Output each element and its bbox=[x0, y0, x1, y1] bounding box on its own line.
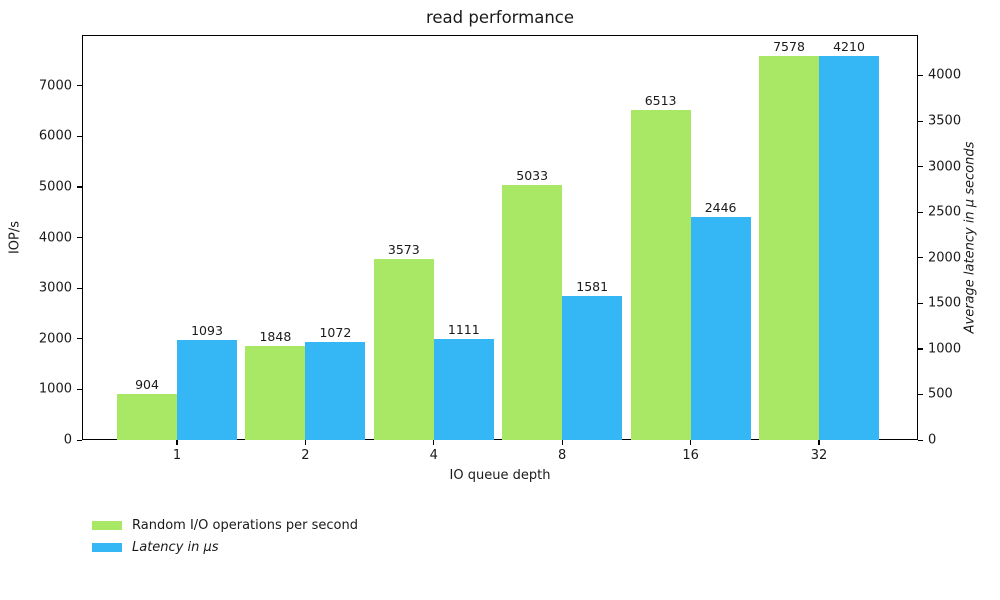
right-tick-label: 500 bbox=[928, 386, 953, 402]
bar-latency bbox=[690, 217, 751, 440]
legend-item-latency: Latency in μs bbox=[92, 536, 358, 558]
right-tick-mark bbox=[918, 74, 923, 77]
x-tick-mark bbox=[561, 440, 563, 445]
right-tick-label: 3500 bbox=[928, 113, 962, 129]
left-tick-mark bbox=[77, 135, 82, 137]
left-tick-label: 0 bbox=[63, 432, 72, 448]
left-tick-mark bbox=[77, 287, 82, 289]
left-y-axis-label: IOP/s bbox=[7, 220, 23, 255]
bar-latency bbox=[819, 56, 879, 440]
x-tick-mark bbox=[433, 440, 435, 445]
left-tick-mark bbox=[77, 186, 82, 188]
x-tick-mark bbox=[690, 440, 692, 445]
x-tick-label: 32 bbox=[810, 448, 828, 463]
left-tick-label: 4000 bbox=[38, 230, 72, 245]
bar-value-label: 1093 bbox=[191, 323, 223, 339]
bar-value-label: 1072 bbox=[319, 325, 352, 341]
bar-value-label: 6513 bbox=[644, 93, 677, 109]
x-tick-label: 2 bbox=[301, 448, 310, 463]
legend-label-latency: Latency in μs bbox=[132, 539, 219, 555]
right-tick-label: 3000 bbox=[928, 159, 962, 175]
bar-iops bbox=[245, 346, 306, 440]
right-tick-mark bbox=[918, 257, 923, 259]
right-tick-label: 4000 bbox=[928, 67, 962, 83]
bar-value-label: 5033 bbox=[516, 168, 549, 184]
left-tick-mark bbox=[77, 237, 82, 239]
right-tick-mark bbox=[918, 211, 923, 213]
bar-latency bbox=[433, 338, 494, 440]
x-axis-label: IO queue depth bbox=[449, 468, 551, 483]
bar-iops bbox=[373, 259, 434, 440]
bar-latency bbox=[562, 295, 623, 440]
bar-iops bbox=[630, 110, 691, 440]
bar-value-label: 1581 bbox=[576, 278, 609, 294]
bar-value-label: 904 bbox=[135, 377, 159, 393]
bar-value-label: 4210 bbox=[833, 39, 865, 55]
x-tick-label: 1 bbox=[172, 448, 182, 463]
legend-label-iops: Random I/O operations per second bbox=[132, 517, 358, 533]
bar-iops bbox=[117, 394, 177, 440]
bar-iops bbox=[502, 185, 563, 440]
right-tick-mark bbox=[918, 348, 923, 350]
left-tick-mark bbox=[77, 85, 82, 87]
bar-value-label: 1848 bbox=[259, 329, 292, 345]
left-tick-mark bbox=[77, 338, 82, 340]
x-tick-mark bbox=[304, 440, 306, 445]
right-tick-mark bbox=[918, 439, 923, 441]
chart-title: read performance bbox=[425, 8, 575, 27]
x-tick-mark bbox=[176, 440, 178, 445]
right-y-axis-label: Average latency in μ seconds bbox=[962, 141, 978, 334]
right-tick-label: 2500 bbox=[928, 204, 962, 220]
right-tick-label: 0 bbox=[928, 432, 937, 448]
legend-item-iops: Random I/O operations per second bbox=[92, 514, 358, 536]
left-tick-label: 7000 bbox=[38, 78, 72, 94]
x-tick-label: 4 bbox=[429, 448, 438, 463]
left-tick-label: 1000 bbox=[38, 381, 72, 397]
right-tick-mark bbox=[918, 302, 923, 304]
right-tick-label: 2000 bbox=[928, 250, 962, 266]
left-tick-label: 5000 bbox=[38, 179, 72, 195]
left-tick-mark bbox=[77, 439, 82, 441]
legend-swatch-blue bbox=[92, 542, 122, 552]
left-tick-label: 6000 bbox=[38, 128, 72, 144]
right-tick-mark bbox=[918, 120, 923, 122]
bar-iops bbox=[759, 56, 819, 440]
left-tick-label: 2000 bbox=[38, 331, 72, 347]
left-tick-mark bbox=[77, 388, 82, 391]
bar-value-label: 2446 bbox=[704, 200, 737, 216]
bar-latency bbox=[305, 342, 366, 440]
bar-latency bbox=[177, 340, 237, 440]
legend: Random I/O operations per second Latency… bbox=[92, 514, 358, 558]
right-tick-mark bbox=[918, 166, 923, 168]
left-tick-label: 3000 bbox=[38, 280, 72, 296]
x-tick-label: 16 bbox=[682, 448, 699, 463]
legend-swatch-green bbox=[92, 520, 122, 530]
x-tick-label: 8 bbox=[558, 448, 567, 463]
right-tick-label: 1500 bbox=[928, 295, 962, 311]
right-tick-mark bbox=[918, 393, 923, 396]
right-tick-label: 1000 bbox=[928, 341, 962, 357]
bar-value-label: 1111 bbox=[447, 321, 480, 337]
bar-value-label: 3573 bbox=[387, 242, 420, 258]
bar-value-label: 7578 bbox=[773, 39, 805, 55]
x-tick-mark bbox=[818, 440, 820, 445]
